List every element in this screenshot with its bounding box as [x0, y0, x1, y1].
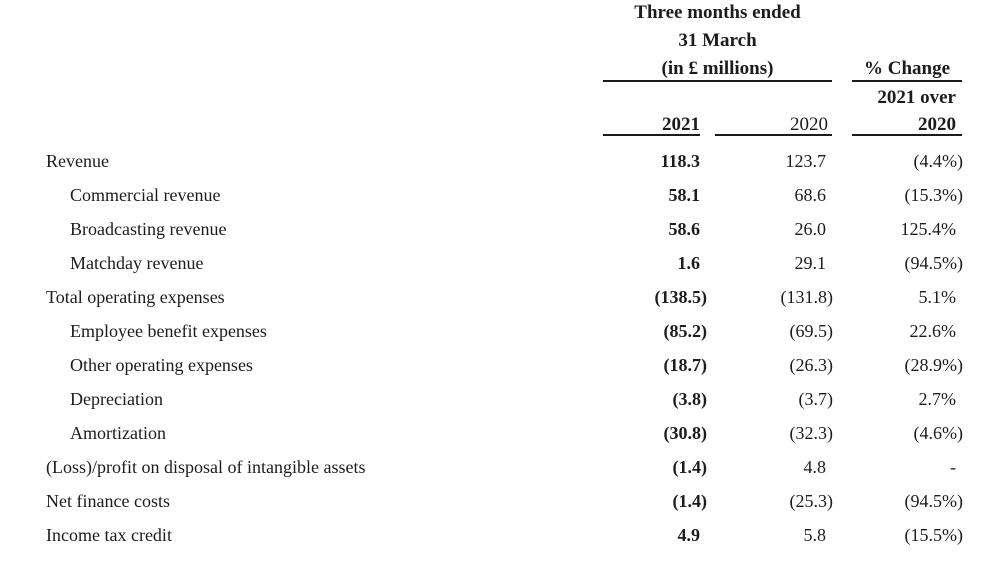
value-2020: 4.8: [803, 457, 827, 477]
value-2021: (1.4): [672, 491, 708, 511]
value-2020: (25.3): [789, 491, 834, 511]
value-2021: 58.6: [668, 219, 701, 239]
row-label: Matchday revenue: [70, 253, 204, 273]
period-header-units: (in £ millions): [661, 58, 774, 79]
value-2021: 58.1: [668, 185, 701, 205]
table-row: Revenue 118.3 123.7 (4.4%): [0, 144, 1002, 178]
table-row: Commercial revenue 58.1 68.6 (15.3%): [0, 178, 1002, 212]
value-2020: 26.0: [794, 219, 827, 239]
percent-change-header: % Change: [863, 58, 951, 79]
value-2020: (69.5): [789, 321, 834, 341]
row-label: (Loss)/profit on disposal of intangible …: [46, 457, 366, 477]
column-header-2020: 2020: [790, 114, 828, 135]
row-label: Total operating expenses: [46, 287, 225, 307]
row-label: Commercial revenue: [70, 185, 221, 205]
value-percent-change: (15.3%): [904, 185, 963, 205]
row-label: Net finance costs: [46, 491, 170, 511]
value-percent-change: 22.6%: [909, 321, 957, 341]
row-label: Other operating expenses: [70, 355, 253, 375]
table-row: (Loss)/profit on disposal of intangible …: [0, 450, 1002, 484]
value-2021: (18.7): [663, 355, 708, 375]
table-row: Depreciation (3.8) (3.7) 2.7%: [0, 382, 1002, 416]
percent-change-underline: [852, 80, 962, 82]
column-percent-change-underline: [852, 134, 962, 136]
value-2020: (131.8): [780, 287, 834, 307]
table-row: Broadcasting revenue 58.6 26.0 125.4%: [0, 212, 1002, 246]
column-2020-underline: [715, 134, 832, 136]
period-header-line2: 31 March: [678, 30, 757, 51]
value-percent-change: 125.4%: [900, 219, 957, 239]
table-row: Amortization (30.8) (32.3) (4.6%): [0, 416, 1002, 450]
value-percent-change: (15.5%): [904, 525, 963, 545]
table-row: Other operating expenses (18.7) (26.3) (28.…: [0, 348, 1002, 382]
value-percent-change: (94.5%): [904, 253, 963, 273]
value-2021: (30.8): [663, 423, 708, 443]
row-label: Depreciation: [70, 389, 163, 409]
table-row: Income tax credit 4.9 5.8 (15.5%): [0, 518, 1002, 552]
row-label: Income tax credit: [46, 525, 172, 545]
value-2021: (85.2): [663, 321, 708, 341]
row-label: Broadcasting revenue: [70, 219, 227, 239]
value-2021: (1.4): [672, 457, 708, 477]
value-2021: (138.5): [654, 287, 708, 307]
value-2020: (32.3): [789, 423, 834, 443]
value-2020: 29.1: [794, 253, 827, 273]
value-2021: 118.3: [660, 151, 700, 171]
value-percent-change: (28.9%): [904, 355, 963, 375]
row-label: Employee benefit expenses: [70, 321, 267, 341]
value-percent-change: 2.7%: [918, 389, 957, 409]
column-header-percent-change-year: 2020: [918, 114, 956, 135]
table-row: Total operating expenses (138.5) (131.8) 5.…: [0, 280, 1002, 314]
value-2021: (3.8): [672, 389, 708, 409]
value-percent-change: (4.4%): [913, 151, 963, 171]
value-2020: 68.6: [794, 185, 827, 205]
value-percent-change: (94.5%): [904, 491, 963, 511]
value-percent-change: 5.1%: [918, 287, 957, 307]
value-2021: 1.6: [677, 253, 701, 273]
table-row: Matchday revenue 1.6 29.1 (94.5%): [0, 246, 1002, 280]
period-header-line1: Three months ended: [634, 2, 801, 23]
row-label: Amortization: [70, 423, 166, 443]
value-2020: 5.8: [803, 525, 827, 545]
percent-change-subheader: 2021 over: [877, 87, 956, 108]
column-header-2021: 2021: [662, 114, 700, 135]
value-percent-change: (4.6%): [913, 423, 963, 443]
value-2020: (26.3): [789, 355, 834, 375]
value-percent-change: -: [950, 457, 956, 477]
table-row: Employee benefit expenses (85.2) (69.5) 22.…: [0, 314, 1002, 348]
row-label: Revenue: [46, 151, 109, 171]
value-2021: 4.9: [677, 525, 701, 545]
table-row: Net finance costs (1.4) (25.3) (94.5%): [0, 484, 1002, 518]
value-2020: (3.7): [798, 389, 834, 409]
period-group-underline: [603, 80, 832, 82]
value-2020: 123.7: [785, 151, 827, 171]
column-2021-underline: [603, 134, 700, 136]
